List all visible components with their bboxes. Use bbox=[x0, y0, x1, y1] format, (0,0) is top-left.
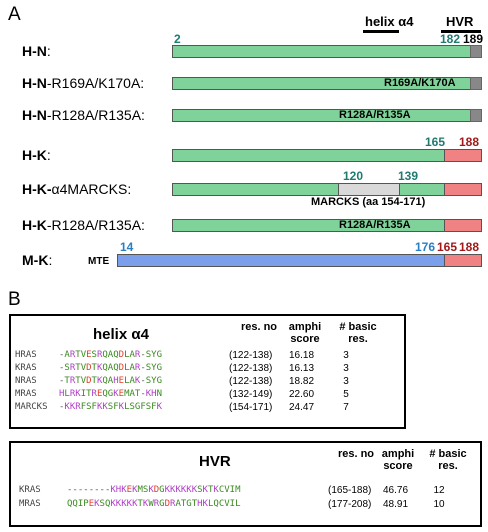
seq-name: NRAS bbox=[15, 376, 37, 386]
row-label-h-k: H-K: bbox=[22, 147, 51, 163]
res-no-cell: (177-208) bbox=[328, 499, 372, 510]
label-hk-165: 165 bbox=[425, 135, 446, 149]
panel-a-letter: A bbox=[8, 4, 21, 25]
panel-b-letter: B bbox=[8, 289, 21, 310]
basic-res-cell: 3 bbox=[343, 363, 349, 374]
seq-name: KRAS bbox=[15, 363, 37, 373]
res-no-cell: (165-188) bbox=[328, 485, 372, 496]
label-hk-188: 188 bbox=[459, 135, 480, 149]
basic-res-cell: 7 bbox=[343, 402, 349, 413]
hn-gtpase-domain-bar bbox=[172, 45, 471, 58]
label-120: 120 bbox=[343, 169, 364, 183]
label-139: 139 bbox=[398, 169, 419, 183]
mk-mras-domain-bar bbox=[117, 254, 445, 267]
marcks-insert-bar bbox=[338, 183, 400, 196]
label-mk-165: 165 bbox=[437, 240, 458, 254]
hk-marcks-domain-bar-right bbox=[399, 183, 445, 196]
seq-text: -KKRFSFKKSFKLSGFSFK bbox=[59, 402, 163, 412]
hn-r169a-hvr-bar bbox=[470, 77, 482, 90]
hvr-header: HVR bbox=[446, 14, 474, 29]
label-r128a-r135a-hk: R128A/R135A bbox=[339, 219, 411, 231]
amphi-score-cell: 46.76 bbox=[383, 485, 409, 496]
helix-table-title: helix α4 bbox=[93, 326, 149, 343]
helix-col-basic: # basic res. bbox=[339, 321, 377, 345]
row-label-m-k: M-K: bbox=[22, 252, 53, 268]
seq-text: HLRKITREQGKEMAT-KHN bbox=[59, 389, 163, 399]
row-label-h-n: H-N: bbox=[22, 43, 51, 59]
label-r128a-r135a-hn: R128A/R135A bbox=[339, 109, 411, 121]
amphi-score-cell: 24.47 bbox=[289, 402, 315, 413]
hk-marcks-hvr-bar bbox=[444, 183, 482, 196]
res-no-cell: (132-149) bbox=[229, 389, 273, 400]
amphi-score-cell: 18.82 bbox=[289, 376, 315, 387]
hk-marcks-domain-bar-left bbox=[172, 183, 339, 196]
label-mk-176: 176 bbox=[415, 240, 436, 254]
hk-hvr-bar bbox=[444, 149, 482, 162]
seq-name: MRAS bbox=[15, 389, 37, 399]
hvr-marker-bar bbox=[441, 30, 481, 33]
label-hn-start: 2 bbox=[174, 32, 181, 46]
res-no-cell: (122-138) bbox=[229, 376, 273, 387]
seq-name: MARCKS bbox=[15, 402, 48, 412]
helix-alpha4-marker-bar bbox=[363, 30, 399, 33]
helix-col-resno: res. no bbox=[240, 321, 278, 333]
hvr-col-resno: res. no bbox=[337, 448, 375, 460]
amphi-score-cell: 16.13 bbox=[289, 363, 315, 374]
label-mk-188: 188 bbox=[459, 240, 480, 254]
hvr-col-basic: # basic res. bbox=[429, 448, 467, 472]
res-no-cell: (122-138) bbox=[229, 363, 273, 374]
basic-res-cell: 3 bbox=[343, 350, 349, 361]
label-mte: MTE bbox=[88, 256, 110, 267]
row-label-h-k-alpha4marcks: H-K-α4MARCKS: bbox=[22, 181, 132, 197]
basic-res-cell: 5 bbox=[343, 389, 349, 400]
amphi-score-cell: 22.60 bbox=[289, 389, 315, 400]
seq-text: -ARTVESRQAQDLAR-SYG bbox=[59, 350, 163, 360]
seq-name: MRAS bbox=[19, 499, 41, 509]
hvr-col-amphi: amphi score bbox=[381, 448, 415, 472]
amphi-score-cell: 48.91 bbox=[383, 499, 409, 510]
row-label-h-k-r128a: H-K-R128A/R135A: bbox=[22, 217, 145, 233]
label-hn-182: 182 bbox=[440, 32, 461, 46]
res-no-cell: (122-138) bbox=[229, 350, 273, 361]
hn-r128a-domain-bar bbox=[172, 109, 471, 122]
hn-r128a-hvr-bar bbox=[470, 109, 482, 122]
hvr-table: HVR res. no amphi score # basic res. KRA… bbox=[9, 441, 482, 527]
hvr-table-title: HVR bbox=[199, 453, 231, 470]
basic-res-cell: 12 bbox=[433, 485, 445, 496]
hn-hvr-bar bbox=[470, 45, 482, 58]
seq-text: -SRTVDTKQAQDLAR-SYG bbox=[59, 363, 163, 373]
seq-text: -TRTVDTKQAHELAK-SYG bbox=[59, 376, 163, 386]
basic-res-cell: 10 bbox=[433, 499, 445, 510]
seq-name: HRAS bbox=[15, 350, 37, 360]
mk-hvr-bar bbox=[444, 254, 482, 267]
hk-gtpase-domain-bar bbox=[172, 149, 445, 162]
row-label-h-n-r128a: H-N-R128A/R135A: bbox=[22, 107, 145, 123]
seq-text: QQIPEKSQKKKKKTKWRGDRATGTHKLQCVIL bbox=[67, 499, 241, 509]
label-hn-189: 189 bbox=[463, 32, 484, 46]
amphi-score-cell: 16.18 bbox=[289, 350, 315, 361]
res-no-cell: (154-171) bbox=[229, 402, 273, 413]
hk-r128a-hvr-bar bbox=[444, 219, 482, 232]
row-label-h-n-r169a: H-N-R169A/K170A: bbox=[22, 75, 145, 91]
label-mk-14: 14 bbox=[120, 240, 134, 254]
label-marcks-insert: MARCKS (aa 154-171) bbox=[311, 196, 426, 208]
seq-name: KRAS bbox=[19, 485, 41, 495]
basic-res-cell: 3 bbox=[343, 376, 349, 387]
seq-text: --------KHKEKMSKDGKKKKKKSKTKCVIM bbox=[67, 485, 241, 495]
helix-alpha4-header: helix α4 bbox=[365, 14, 414, 29]
helix-alpha4-table: helix α4 res. no amphi score # basic res… bbox=[9, 314, 406, 429]
helix-col-amphi: amphi score bbox=[288, 321, 322, 345]
label-r169a-k170a: R169A/K170A bbox=[384, 77, 456, 89]
